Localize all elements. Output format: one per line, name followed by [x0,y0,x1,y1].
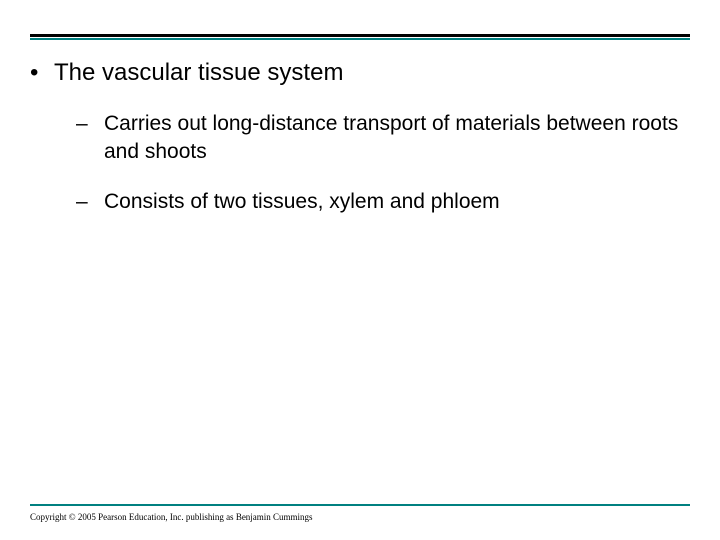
bullet-level2: – Consists of two tissues, xylem and phl… [76,188,690,216]
slide-content: • The vascular tissue system – Carries o… [30,58,690,238]
bullet-level2: – Carries out long-distance transport of… [76,110,690,166]
bullet-marker-dash: – [76,188,104,216]
slide: • The vascular tissue system – Carries o… [0,0,720,540]
top-rule-black [30,34,690,37]
bullet-level2-text: Carries out long-distance transport of m… [104,110,690,166]
bullet-marker-dot: • [30,58,54,88]
top-rule-teal [30,38,690,40]
bullet-level2-text: Consists of two tissues, xylem and phloe… [104,188,500,216]
bullet-level1-text: The vascular tissue system [54,58,343,88]
bottom-rule-teal [30,504,690,506]
bullet-marker-dash: – [76,110,104,166]
bullet-level1: • The vascular tissue system [30,58,690,88]
copyright-text: Copyright © 2005 Pearson Education, Inc.… [30,512,313,522]
